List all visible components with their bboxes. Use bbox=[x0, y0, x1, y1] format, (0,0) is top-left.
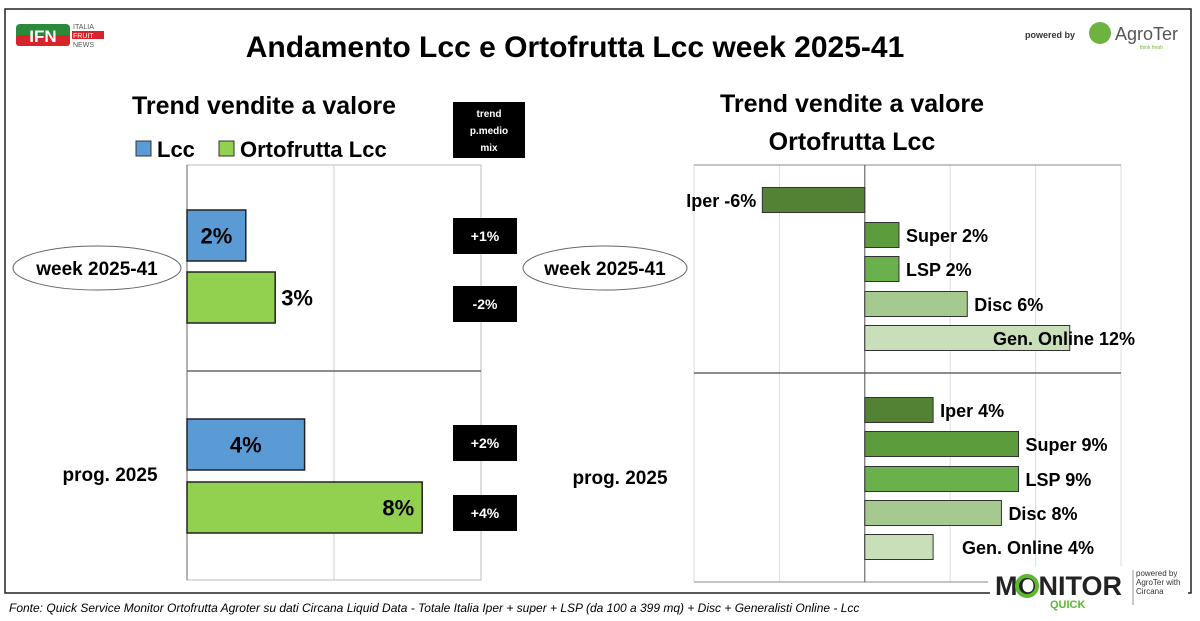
trend-value: +2% bbox=[471, 435, 500, 451]
bar-gen_online bbox=[864, 325, 1071, 351]
trend-header: trend p.medio mix bbox=[453, 102, 525, 158]
page-title: Andamento Lcc e Ortofrutta Lcc week 2025… bbox=[246, 31, 905, 64]
data-label: Iper -6% bbox=[686, 191, 756, 211]
trend-value: +4% bbox=[471, 505, 500, 521]
monitor-powered-note: powered by AgroTer with Circana bbox=[1136, 569, 1188, 596]
bar-iper bbox=[761, 187, 866, 213]
data-label: Gen. Online 4% bbox=[962, 538, 1094, 558]
svg-text:IFN: IFN bbox=[29, 27, 56, 46]
bar-super bbox=[864, 222, 900, 248]
trend-box bbox=[453, 425, 517, 461]
data-label: Super 9% bbox=[1026, 435, 1108, 455]
data-label: 8% bbox=[382, 496, 414, 521]
svg-text:ITALIA: ITALIA bbox=[73, 24, 94, 31]
bar-gen_online bbox=[864, 534, 934, 560]
category-ellipse bbox=[522, 245, 688, 291]
data-label: LSP 2% bbox=[906, 260, 972, 280]
svg-text:MONITOR: MONITOR bbox=[995, 571, 1122, 601]
bar-lcc bbox=[186, 418, 306, 471]
svg-text:think fresh: think fresh bbox=[1140, 45, 1163, 51]
ifn-logo: IFN ITALIA FRUIT NEWS bbox=[16, 24, 104, 49]
trend-value: +1% bbox=[471, 228, 500, 244]
data-label: 3% bbox=[281, 286, 313, 311]
right-chart-title-line1: Trend vendite a valore bbox=[720, 90, 984, 118]
left-chart-title: Trend vendite a valore bbox=[132, 92, 396, 120]
trend-box bbox=[453, 218, 517, 254]
svg-text:QUICK: QUICK bbox=[1050, 599, 1086, 611]
data-label: 4% bbox=[230, 433, 262, 458]
trend-box bbox=[453, 286, 517, 322]
bar-disc bbox=[864, 500, 1002, 526]
category-label: prog. 2025 bbox=[572, 468, 667, 489]
data-label: Disc 8% bbox=[1008, 504, 1077, 524]
svg-text:FRUIT: FRUIT bbox=[73, 33, 94, 40]
svg-text:trend: trend bbox=[477, 109, 502, 120]
svg-text:mix: mix bbox=[480, 143, 498, 154]
data-label: Super 2% bbox=[906, 226, 988, 246]
data-label: 2% bbox=[201, 224, 233, 249]
bar-super bbox=[864, 431, 1020, 457]
trend-value: -2% bbox=[473, 296, 498, 312]
data-label: Iper 4% bbox=[940, 401, 1004, 421]
bar-disc bbox=[864, 291, 968, 317]
bar-lcc bbox=[186, 209, 247, 262]
data-label: Disc 6% bbox=[974, 295, 1043, 315]
bar-lsp bbox=[864, 466, 1020, 492]
category-label: week 2025-41 bbox=[543, 259, 666, 280]
svg-text:Ortofrutta Lcc: Ortofrutta Lcc bbox=[240, 137, 387, 162]
category-label: week 2025-41 bbox=[35, 259, 158, 280]
bar-ortofrutta-lcc bbox=[186, 481, 423, 534]
trend-box bbox=[453, 495, 517, 531]
svg-text:AgroTer: AgroTer bbox=[1115, 24, 1178, 44]
bar-iper bbox=[864, 397, 934, 423]
svg-text:Lcc: Lcc bbox=[157, 137, 195, 162]
svg-text:p.medio: p.medio bbox=[470, 126, 508, 137]
left-chart: 2% 4% 3% 8% week 2025-41 prog. 2025 +1% -2% +2% +… bbox=[12, 164, 517, 581]
powered-by: powered by bbox=[1025, 30, 1075, 40]
right-chart-title-line2: Ortofrutta Lcc bbox=[769, 128, 936, 156]
monitor-quick-logo: MONITOR QUICK powered by AgroTer with Ci… bbox=[990, 566, 1188, 611]
bar-lsp bbox=[864, 256, 900, 282]
bar-ortofrutta-lcc bbox=[186, 271, 276, 324]
right-chart: Iper -6% Super 2% LSP 2%Disc 6% Gen. Online… bbox=[522, 164, 1135, 583]
agroter-logo: AgroTer think fresh bbox=[1089, 22, 1178, 51]
left-legend: Lcc Ortofrutta Lcc bbox=[135, 137, 387, 162]
category-ellipse bbox=[12, 245, 182, 291]
data-label: LSP 9% bbox=[1026, 470, 1092, 490]
svg-text:NEWS: NEWS bbox=[73, 42, 94, 49]
category-label: prog. 2025 bbox=[62, 465, 157, 486]
source-footer: Fonte: Quick Service Monitor Ortofrutta … bbox=[9, 601, 859, 615]
data-label: Gen. Online 12% bbox=[993, 329, 1135, 349]
